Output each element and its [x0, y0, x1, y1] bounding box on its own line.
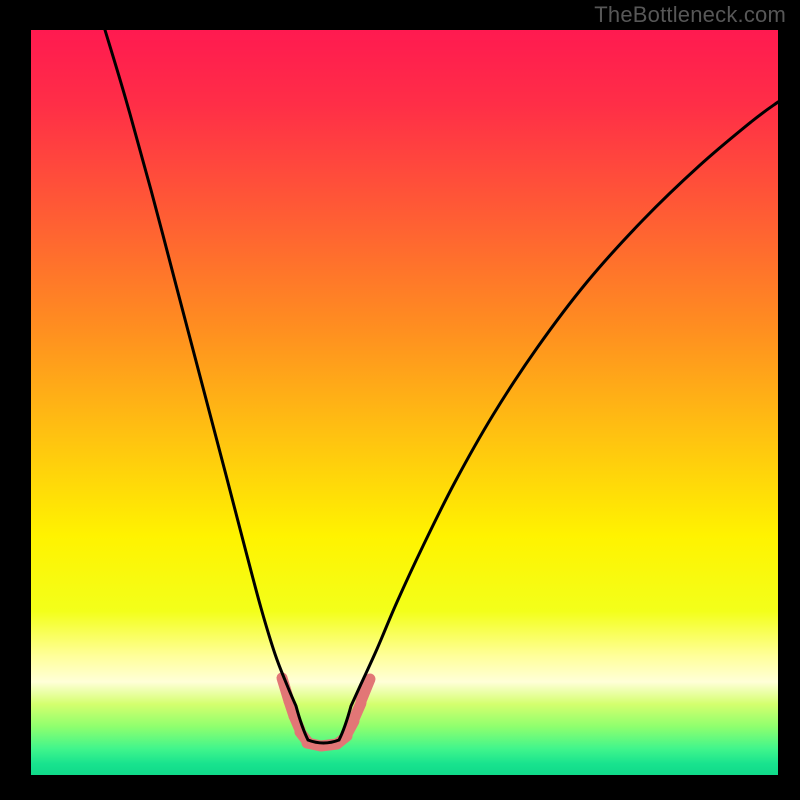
watermark-text: TheBottleneck.com — [594, 2, 786, 28]
bottleneck-curve — [105, 30, 778, 743]
trough-marker-group — [282, 678, 370, 746]
figure-outer: TheBottleneck.com — [0, 0, 800, 800]
plot-area — [31, 30, 778, 775]
curve-layer — [31, 30, 778, 775]
